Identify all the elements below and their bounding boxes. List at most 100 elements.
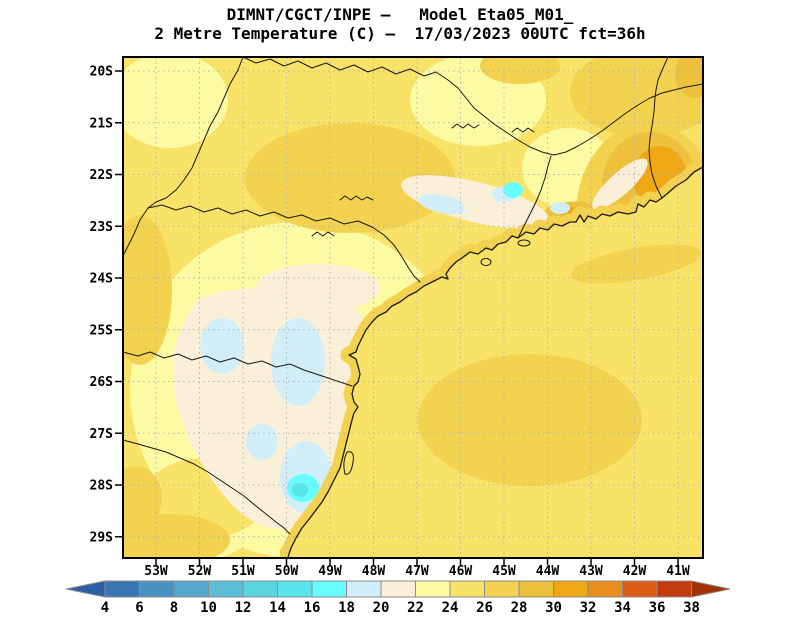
temp-region-20-22 <box>592 158 648 210</box>
lat-tick-label: 28S <box>90 479 114 494</box>
lon-tick-label: 48W <box>362 564 386 579</box>
colorbar-cell <box>656 580 692 598</box>
ocean-warm-patch <box>418 354 642 486</box>
colorbar-tick-label: 8 <box>170 600 178 616</box>
lon-tick-label: 49W <box>318 564 342 579</box>
map-frame <box>122 56 704 559</box>
temp-region-26-28 <box>123 466 162 530</box>
state-border-sp-pr <box>147 204 421 283</box>
colorbar-tick-label: 12 <box>235 600 252 616</box>
colorbar-tick-label: 34 <box>614 600 631 616</box>
lon-tick-label: 52W <box>188 564 212 579</box>
colorbar-tick-label: 36 <box>649 600 666 616</box>
temp-region-26-28 <box>570 57 703 137</box>
temperature-colorbar: 4 6 8 10 12 14 16 18 20 22 24 26 28 30 32 34 36 38 <box>65 580 731 616</box>
colorbar-cell <box>587 580 623 598</box>
colorbar-tick-label: 16 <box>304 600 321 616</box>
lat-tick-label: 20S <box>90 65 114 80</box>
temp-region-18-20 <box>550 202 570 214</box>
reservoir-outline <box>339 195 374 201</box>
lon-tick-label: 41W <box>666 564 690 579</box>
colorbar-tick-label: 22 <box>407 600 424 616</box>
colorbar-tick-label: 6 <box>135 600 143 616</box>
state-border-mg <box>242 56 704 156</box>
ocean-warm-patch <box>570 244 702 284</box>
lat-tick-label: 25S <box>90 323 114 338</box>
lat-tick-label: 26S <box>90 375 114 390</box>
state-border-mg-es <box>654 56 669 99</box>
temp-region-26-28 <box>123 215 172 365</box>
lon-tick-label: 46W <box>449 564 473 579</box>
temp-region-20-22 <box>256 264 380 312</box>
colorbar-cell <box>415 580 451 598</box>
state-border-sc-rs <box>122 439 291 535</box>
state-border-pr-sc <box>122 351 353 387</box>
sao-sebastiao-island <box>480 258 492 266</box>
colorbar-tick-label: 10 <box>200 600 217 616</box>
colorbar-cell <box>208 580 244 598</box>
colorbar-cell <box>553 580 589 598</box>
lon-tick-label: 51W <box>231 564 255 579</box>
state-border-rj-es <box>648 97 663 199</box>
lon-tick-label: 45W <box>492 564 516 579</box>
state-border-parana-river <box>122 56 244 257</box>
temperature-field <box>123 57 703 558</box>
lon-tick-label: 50W <box>275 564 299 579</box>
lat-tick-label: 21S <box>90 116 114 131</box>
title-line-1: DIMNT/CGCT/INPE – Model Eta05_M01_ <box>226 5 574 24</box>
temp-region-16-18 <box>503 182 523 198</box>
colorbar-tick-label: 18 <box>338 600 355 616</box>
lon-tick-label: 47W <box>405 564 429 579</box>
colorbar-cell <box>622 580 658 598</box>
colorbar-arrow-left <box>65 580 106 598</box>
title-line-2: 2 Metre Temperature (C) – 17/03/2023 00U… <box>154 24 646 43</box>
colorbar-cell <box>484 580 520 598</box>
colorbar-cell <box>242 580 278 598</box>
colorbar-cell <box>380 580 416 598</box>
colorbar-tick-label: 28 <box>511 600 528 616</box>
colorbar-cell <box>277 580 313 598</box>
lat-tick-label: 22S <box>90 168 114 183</box>
coastline-group <box>287 166 704 559</box>
temp-region-26-28 <box>245 123 455 233</box>
reservoir-outline <box>511 127 535 133</box>
lon-tick-label: 43W <box>579 564 603 579</box>
temp-region-18-20 <box>200 318 244 374</box>
temp-region-22-24 <box>123 57 228 148</box>
colorbar-cell <box>449 580 485 598</box>
temp-region-20-22 <box>401 175 549 229</box>
temp-region-18-20 <box>418 193 466 215</box>
colorbar-cell <box>311 580 347 598</box>
colorbar-cell <box>518 580 554 598</box>
colorbar-arrow-right <box>691 580 731 598</box>
lon-tick-label: 42W <box>623 564 647 579</box>
lon-tick-label: 53W <box>144 564 168 579</box>
axes: 53W 52W 51W 50W 49W 48W 47W 46W 45W 44W 43W 42W 41W 2… <box>90 65 690 580</box>
colorbar-tick-label: 14 <box>269 600 286 616</box>
colorbar-tick-label: 24 <box>442 600 459 616</box>
temp-region-26-28 <box>480 57 560 84</box>
lon-tick-label: 44W <box>536 564 560 579</box>
colorbar-cell <box>173 580 209 598</box>
colorbar-tick-label: 30 <box>545 600 562 616</box>
colorbar-cell <box>104 580 140 598</box>
temp-region-18-20 <box>246 424 278 460</box>
coastline <box>287 166 704 559</box>
lat-tick-label: 24S <box>90 272 114 287</box>
reservoir-outline <box>451 123 480 129</box>
colorbar-cell <box>139 580 175 598</box>
temp-region-14-16 <box>292 483 308 497</box>
lat-tick-label: 29S <box>90 530 114 545</box>
lat-tick-label: 23S <box>90 220 114 235</box>
state-borders <box>122 56 704 535</box>
state-border-sp-rj <box>517 155 552 239</box>
colorbar-tick-label: 26 <box>476 600 493 616</box>
colorbar-tick-label: 20 <box>373 600 390 616</box>
lat-tick-label: 27S <box>90 427 114 442</box>
ilha-grande-island <box>517 239 531 247</box>
colorbar-tick-label: 32 <box>580 600 597 616</box>
colorbar-tick-label: 38 <box>683 600 700 616</box>
colorbar-cell <box>346 580 382 598</box>
